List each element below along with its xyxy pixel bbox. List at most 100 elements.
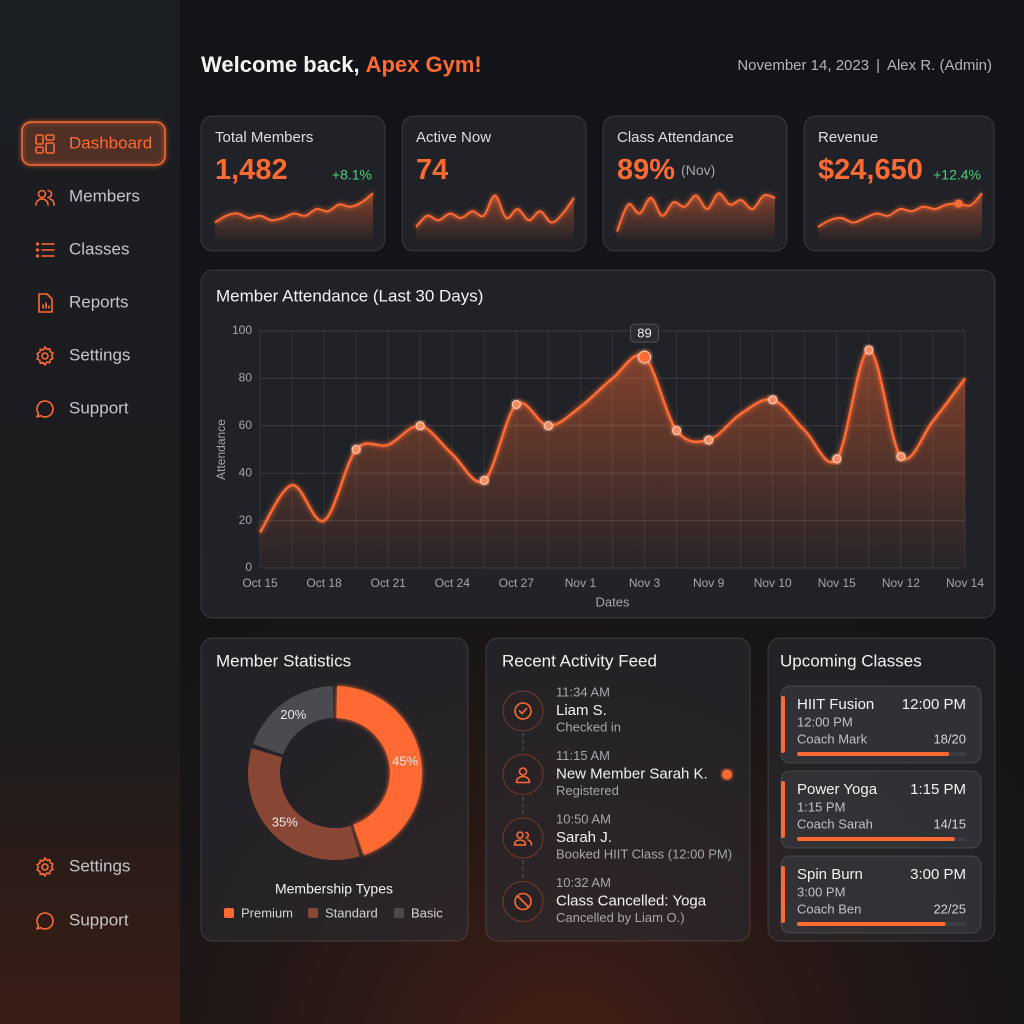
icon-part [35,134,44,145]
nav-item[interactable]: Classes [69,239,129,258]
icon [515,767,531,784]
feed-icon-bg [502,817,544,859]
line-point [479,475,489,485]
icon [514,702,532,720]
x-tick-label: Nov 9 [693,576,725,590]
feed-time: 10:32 AM [556,875,611,890]
icon-part [518,767,528,776]
sparkline-area [617,193,775,240]
icon-part [47,189,55,206]
kpi-value: 1,482 [215,154,288,186]
y-tick-label: 60 [239,418,253,432]
feed-time: 11:34 AM [556,684,610,699]
icon [513,831,533,846]
icon-part [36,346,54,366]
class-name: HIIT Fusion [797,696,874,713]
icon-part [41,352,49,360]
nav-item[interactable]: Dashboard [69,133,152,152]
line-point [768,395,778,405]
icon-part [35,198,49,206]
nav-item[interactable]: Settings [69,345,130,364]
icon-part [35,146,44,154]
donut-label: 45% [392,753,418,768]
kpi-change: +8.1% [332,167,372,183]
sparkline [616,192,776,232]
line-point [896,452,906,462]
icon-part [35,254,40,258]
x-tick-label: Nov 1 [565,576,597,590]
kpi-change: +12.4% [933,167,981,183]
feed-icon-bg [502,690,544,732]
feed-detail: Checked in [556,719,621,734]
icon [36,400,54,418]
icon-part [35,242,40,246]
legend-swatch [224,908,234,918]
class-start: 1:15 PM [910,781,966,798]
class-start: 12:00 PM [902,696,966,713]
legend-label: Premium [241,905,293,920]
nav-item[interactable]: Reports [69,292,129,311]
class-count: 18/20 [933,731,966,746]
icon [35,242,55,258]
sparkline [214,192,374,224]
nav-item[interactable]: Support [69,398,129,417]
x-tick-label: Nov 14 [946,576,984,590]
line-point [511,399,521,409]
sparkline-area [818,193,982,240]
progress-fill [797,837,955,841]
kpi-number: 1,482 [215,154,288,186]
kpi-value: $24,650 [818,154,923,186]
progress-fill [797,922,946,926]
class-count: 14/15 [933,816,966,831]
line [258,348,966,534]
x-axis-label: Dates [596,594,630,609]
icon-part [518,707,528,715]
icon [36,346,54,366]
line-point [832,454,842,464]
legend-swatch [308,908,318,918]
feed-name: New Member Sarah K. [556,765,708,782]
feed-name: Liam S. [556,702,607,719]
icon-part [35,248,40,252]
icon-part [514,702,532,720]
class-accent [781,781,785,838]
icon-part [38,293,53,313]
sidebar [0,0,180,1024]
y-tick-label: 40 [239,465,253,479]
nav-item[interactable]: Support [69,910,129,929]
stats-card [200,637,469,942]
icon [38,293,53,313]
nav-item[interactable]: Settings [69,856,130,875]
class-start: 3:00 PM [910,866,966,883]
nav-item[interactable]: Members [69,186,140,205]
x-tick-label: Oct 15 [242,576,278,590]
line-point [672,426,682,436]
x-tick-label: Nov 10 [754,576,792,590]
icon-part [45,134,55,141]
icon [35,189,55,206]
date: November 14, 2023 [737,57,869,74]
legend-label: Basic [411,905,443,920]
x-tick-label: Oct 21 [371,576,407,590]
class-time: 12:00 PM [797,714,853,729]
card-title: Upcoming Classes [780,651,922,670]
line-area [260,349,965,568]
legend-title: Membership Types [275,881,393,897]
kpi-value: 74 [416,154,448,186]
sparkline-area [215,193,373,240]
class-accent [781,866,785,923]
icon-part [36,400,54,418]
kpi-value: 89% (Nov) [617,154,715,186]
class-time: 1:15 PM [797,799,845,814]
class-coach: Coach Sarah [797,816,873,831]
icon-part [516,895,530,908]
y-tick-label: 20 [239,513,253,527]
nav-active [21,121,166,166]
feed-name: Class Cancelled: Yoga [556,892,707,909]
chart-title: Member Attendance (Last 30 Days) [216,286,483,305]
x-tick-label: Nov 15 [818,576,856,590]
kpi-title: Revenue [818,129,878,146]
donut-segment [248,748,360,860]
progress-fill [797,752,950,756]
